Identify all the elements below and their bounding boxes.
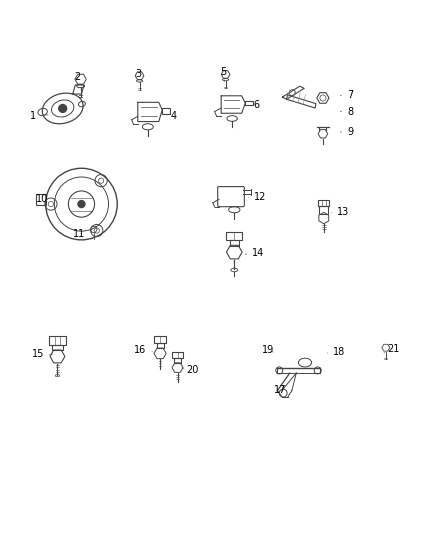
Text: 11: 11: [73, 229, 91, 239]
Text: 19: 19: [262, 345, 275, 356]
Circle shape: [78, 200, 85, 207]
Text: 21: 21: [384, 344, 400, 354]
Text: 6: 6: [245, 100, 259, 110]
Text: 7: 7: [340, 91, 353, 100]
Text: 3: 3: [135, 69, 141, 82]
Text: 12: 12: [249, 192, 267, 201]
Text: 18: 18: [327, 346, 345, 357]
Text: 1: 1: [30, 111, 48, 121]
Text: 14: 14: [245, 248, 265, 259]
Text: 10: 10: [36, 194, 54, 204]
Text: 16: 16: [134, 345, 152, 356]
Circle shape: [59, 104, 67, 112]
Text: 2: 2: [74, 71, 81, 85]
Text: 4: 4: [164, 111, 176, 121]
Text: 17: 17: [274, 385, 286, 394]
Text: 9: 9: [340, 127, 353, 137]
Text: 8: 8: [340, 107, 353, 117]
Text: 15: 15: [32, 349, 52, 359]
Text: 5: 5: [220, 67, 226, 82]
Text: 20: 20: [182, 366, 199, 375]
Text: 13: 13: [332, 207, 350, 217]
